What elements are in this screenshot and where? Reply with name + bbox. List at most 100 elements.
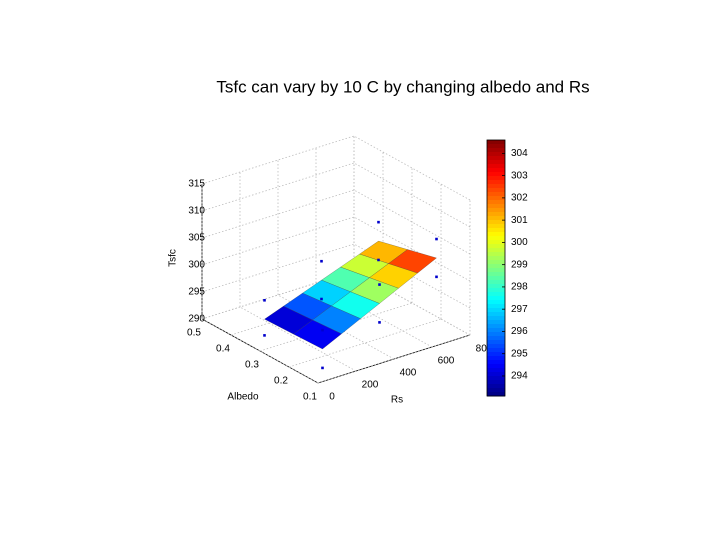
colorbar-tick-label: 300	[511, 237, 528, 248]
colorbar-swatch	[487, 260, 505, 265]
colorbar-swatch	[487, 324, 505, 329]
colorbar-swatch	[487, 220, 505, 225]
colorbar-swatch	[487, 360, 505, 365]
colorbar-swatch	[487, 180, 505, 185]
colorbar-swatch	[487, 368, 505, 373]
colorbar-swatch	[487, 344, 505, 349]
colorbar-swatch	[487, 288, 505, 293]
grid-line	[239, 306, 357, 372]
x-tick-label: 0.2	[274, 376, 288, 387]
data-point	[378, 321, 381, 324]
colorbar-swatch	[487, 168, 505, 173]
colorbar-swatch	[487, 232, 505, 237]
grid-line	[353, 216, 471, 282]
data-point	[321, 366, 324, 370]
colorbar-swatch	[487, 216, 505, 221]
colorbar-tick-label: 304	[511, 148, 528, 159]
grid-line	[353, 270, 471, 336]
colorbar-swatch	[487, 276, 505, 281]
grid-line	[277, 294, 395, 360]
chart-title: Tsfc can vary by 10 C by changing albedo…	[216, 77, 589, 96]
colorbar-swatch	[487, 336, 505, 341]
colorbar-tick-label: 294	[511, 371, 528, 382]
colorbar-swatch	[487, 304, 505, 309]
data-point	[435, 237, 438, 241]
colorbar-swatch	[487, 188, 505, 193]
colorbar-swatch	[487, 292, 505, 297]
colorbar-swatch	[487, 172, 505, 177]
colorbar-swatch	[487, 316, 505, 321]
colorbar: 294 295 296 297 298 299 300 301 302 303 304	[486, 139, 528, 397]
y-tick-label: 400	[400, 368, 417, 379]
colorbar-swatch	[487, 152, 505, 157]
data-point	[320, 297, 323, 301]
colorbar-swatch	[487, 376, 505, 381]
colorbar-swatch	[487, 308, 505, 313]
y-axis-label: Rs	[391, 395, 403, 406]
z-tick-label: 305	[188, 233, 205, 244]
z-tick-label: 300	[188, 260, 205, 271]
x-tick-label: 0.4	[216, 344, 230, 355]
colorbar-swatch	[487, 208, 505, 213]
x-tick-label: 0.1	[303, 392, 317, 403]
colorbar-swatch	[487, 388, 505, 393]
colorbar-swatch	[487, 312, 505, 317]
data-point	[320, 259, 323, 263]
x-tick-label: 0.5	[187, 328, 201, 339]
grid-line	[353, 243, 471, 309]
colorbar-swatch	[487, 192, 505, 197]
z-tick-label: 310	[188, 206, 205, 217]
colorbar-swatch	[487, 364, 505, 369]
colorbar-swatch	[487, 200, 505, 205]
data-point	[377, 258, 380, 262]
data-point	[321, 328, 324, 332]
colorbar-swatch	[487, 300, 505, 305]
colorbar-swatch	[487, 392, 505, 397]
colorbar-swatch	[487, 340, 505, 345]
colorbar-tick-label: 297	[511, 304, 528, 315]
data-point	[377, 220, 380, 224]
x-axis-label: Albedo	[227, 392, 259, 403]
colorbar-tick-label: 303	[511, 170, 528, 181]
colorbar-swatch	[487, 272, 505, 277]
colorbar-swatch	[487, 156, 505, 161]
colorbar-swatch	[487, 160, 505, 165]
colorbar-swatch	[487, 248, 505, 253]
y-tick-label: 800	[476, 344, 493, 355]
colorbar-tick-label: 302	[511, 193, 528, 204]
colorbar-swatch	[487, 356, 505, 361]
colorbar-swatch	[487, 328, 505, 333]
colorbar-swatch	[487, 284, 505, 289]
z-tick-label: 290	[188, 314, 205, 325]
colorbar-tick-label: 298	[511, 282, 528, 293]
colorbar-swatch	[487, 144, 505, 149]
colorbar-swatch	[487, 296, 505, 301]
z-tick-label: 315	[188, 179, 205, 190]
grid-line	[353, 189, 471, 255]
colorbar-swatch	[487, 352, 505, 357]
colorbar-swatch	[487, 196, 505, 201]
colorbar-swatch	[487, 212, 505, 217]
y-tick-label: 0	[329, 392, 335, 403]
colorbar-swatch	[487, 256, 505, 261]
colorbar-swatch	[487, 244, 505, 249]
plot-area	[263, 220, 438, 370]
grid-line	[353, 135, 471, 201]
colorbar-swatch	[487, 148, 505, 153]
grid-line	[315, 282, 433, 348]
colorbar-swatch	[487, 228, 505, 233]
colorbar-swatch	[487, 176, 505, 181]
colorbar-swatch	[487, 384, 505, 389]
y-tick-label: 200	[362, 380, 379, 391]
colorbar-swatch	[487, 372, 505, 377]
colorbar-tick-label: 299	[511, 259, 528, 270]
data-point	[378, 283, 381, 286]
colorbar-swatch	[487, 332, 505, 337]
z-tick-label: 295	[188, 287, 205, 298]
colorbar-swatch	[487, 320, 505, 325]
colorbar-swatch	[487, 164, 505, 169]
grid: 0.1 0.2 0.3 0.4 0.5 0 200 400 600 800 290 295 300 305…	[187, 135, 493, 403]
z-axis-label: Tsfc	[168, 249, 179, 267]
